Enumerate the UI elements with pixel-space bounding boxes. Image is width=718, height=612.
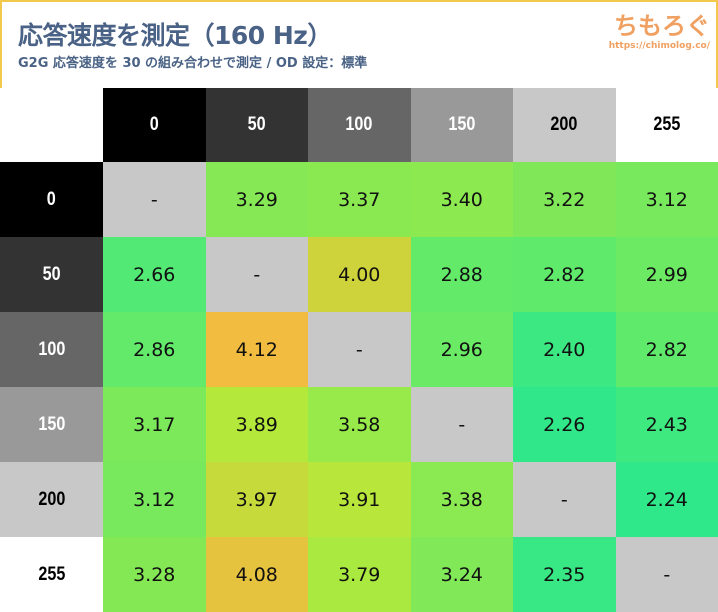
row-header: 150 <box>0 387 103 462</box>
header-label: 0 <box>149 114 159 135</box>
heatmap-cell: 3.40 <box>410 162 513 237</box>
page-subtitle: G2G 応答速度を 30 の組み合わせで測定 / OD 設定：標準 <box>18 56 368 71</box>
header-label: 200 <box>38 488 65 510</box>
heatmap-cell: 2.24 <box>615 462 718 537</box>
header-label: 150 <box>448 114 476 135</box>
heatmap-cell: 3.12 <box>615 162 718 237</box>
heatmap-cell: 3.79 <box>308 537 411 612</box>
heatmap-cell: - <box>103 162 206 237</box>
heatmap-cell: 4.12 <box>205 312 308 387</box>
heatmap-cell: 3.38 <box>410 462 513 537</box>
heatmap-cell: 2.82 <box>615 312 718 387</box>
header-label: 200 <box>550 114 578 135</box>
heatmap-cell: 3.37 <box>308 162 411 237</box>
header-label: 50 <box>247 114 266 135</box>
heatmap-cell: 3.17 <box>103 387 206 462</box>
column-header: 50 <box>205 88 308 162</box>
logo-text: ちもろぐ <box>614 12 710 40</box>
heatmap-cell: 2.26 <box>513 387 616 462</box>
heatmap-cell: 2.82 <box>513 237 616 312</box>
row-header: 255 <box>0 537 103 612</box>
header-label: 255 <box>653 114 681 135</box>
header-label: 150 <box>38 413 65 435</box>
header-label: 50 <box>42 263 61 285</box>
page-title: 応答速度を測定（160 Hz） <box>18 21 332 50</box>
heatmap-cell: - <box>513 462 616 537</box>
column-header: 0 <box>103 88 206 162</box>
corner-cell <box>0 88 103 162</box>
heatmap-cell: 3.29 <box>205 162 308 237</box>
heatmap-cell: - <box>308 312 411 387</box>
row-header: 50 <box>0 237 103 312</box>
heatmap-cell: 2.86 <box>103 312 206 387</box>
heatmap-cell: 3.24 <box>410 537 513 612</box>
heatmap-cell: 2.88 <box>410 237 513 312</box>
header-label: 0 <box>46 188 56 210</box>
heatmap-cell: 2.40 <box>513 312 616 387</box>
heatmap-cell: 3.22 <box>513 162 616 237</box>
heatmap-cell: - <box>205 237 308 312</box>
logo-url: https://chimolog.co/ <box>608 41 710 51</box>
logo: ちもろぐ https://chimolog.co/ <box>609 6 710 51</box>
column-header: 150 <box>410 88 513 162</box>
heatmap-cell: - <box>410 387 513 462</box>
heatmap-cell: 3.28 <box>103 537 206 612</box>
heatmap-cell: 4.00 <box>308 237 411 312</box>
heatmap-cell: 3.58 <box>308 387 411 462</box>
heatmap-grid: 0 50 100 150 200 255 0-3.29 3.37 3.40 3.22 3.12 50 2… <box>0 88 718 612</box>
heatmap-cell: 2.99 <box>615 237 718 312</box>
heatmap-cell: 3.12 <box>103 462 206 537</box>
heatmap-cell: 3.91 <box>308 462 411 537</box>
heatmap-cell: - <box>615 537 718 612</box>
header-label: 100 <box>38 338 65 360</box>
heatmap-cell: 3.97 <box>205 462 308 537</box>
column-header: 200 <box>513 88 616 162</box>
heatmap-cell: 2.35 <box>513 537 616 612</box>
heatmap-cell: 3.89 <box>205 387 308 462</box>
heatmap-cell: 2.43 <box>615 387 718 462</box>
column-header: 100 <box>308 88 411 162</box>
heatmap-cell: 2.96 <box>410 312 513 387</box>
header-label: 255 <box>38 563 65 585</box>
header-label: 100 <box>345 114 373 135</box>
row-header: 200 <box>0 462 103 537</box>
row-header: 0 <box>0 162 103 237</box>
row-header: 100 <box>0 312 103 387</box>
column-header: 255 <box>615 88 718 162</box>
heatmap-cell: 2.66 <box>103 237 206 312</box>
heatmap-cell: 4.08 <box>205 537 308 612</box>
